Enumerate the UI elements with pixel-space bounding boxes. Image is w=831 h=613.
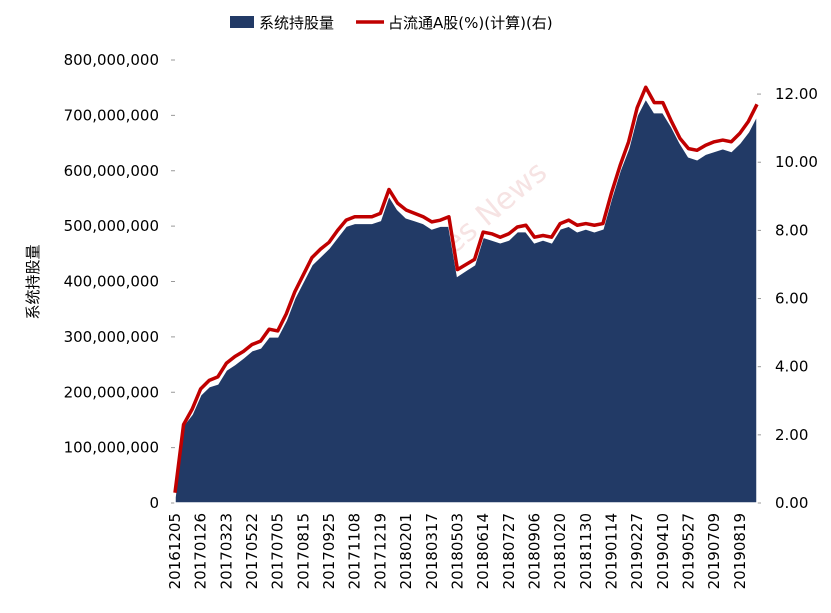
x-tick-label: 20171108 <box>346 513 364 589</box>
x-tick-label: 20181130 <box>577 513 595 589</box>
y-tick-label: 100,000,000 <box>64 439 159 457</box>
x-tick-label: 20170925 <box>320 513 338 589</box>
y-tick-label: 200,000,000 <box>64 383 159 401</box>
x-tick-label: 20170815 <box>294 513 312 589</box>
holdings-area <box>174 97 758 504</box>
y-tick-label: 300,000,000 <box>64 328 159 346</box>
x-tick-label: 20190819 <box>731 513 749 589</box>
y2-tick-label: 4.00 <box>775 358 808 376</box>
y2-tick-label: 2.00 <box>775 426 808 444</box>
x-tick-label: 20190114 <box>603 513 621 589</box>
y-tick-label: 0 <box>149 494 159 512</box>
x-tick-label: 20190410 <box>654 513 672 589</box>
x-tick-label: 20180614 <box>474 513 492 589</box>
x-tick-label: 20181020 <box>551 513 569 589</box>
y-tick-label: 600,000,000 <box>64 162 159 180</box>
y-tick-label: 500,000,000 <box>64 217 159 235</box>
y-tick-label: 800,000,000 <box>64 51 159 69</box>
x-tick-label: 20170705 <box>269 513 287 589</box>
y-tick-label: 400,000,000 <box>64 273 159 291</box>
y2-tick-label: 8.00 <box>775 221 808 239</box>
x-tick-label: 20180503 <box>448 513 466 589</box>
x-tick-label: 20180727 <box>500 513 518 589</box>
x-tick-label: 20190527 <box>680 513 698 589</box>
x-tick-label: 20190709 <box>705 513 723 589</box>
percent-line <box>173 85 759 493</box>
x-tick-label: 20171219 <box>371 513 389 589</box>
x-tick-label: 20161205 <box>166 513 184 589</box>
legend-swatch <box>230 16 254 28</box>
legend-label: 占流通A股(%)(计算)(右) <box>388 14 553 32</box>
legend-label: 系统持股量 <box>259 14 334 32</box>
y2-tick-label: 0.00 <box>775 494 808 512</box>
y-axis-label: 系统持股量 <box>24 244 42 319</box>
x-tick-label: 20170522 <box>243 513 261 589</box>
x-tick-label: 20170323 <box>217 513 235 589</box>
x-tick-label: 20180906 <box>525 513 543 589</box>
x-tick-label: 20180201 <box>397 513 415 589</box>
x-tick-label: 20170126 <box>192 513 210 589</box>
y2-tick-label: 10.00 <box>775 153 818 171</box>
y2-tick-label: 6.00 <box>775 290 808 308</box>
y-tick-label: 700,000,000 <box>64 106 159 124</box>
x-tick-label: 20180317 <box>423 513 441 589</box>
y2-tick-label: 12.00 <box>775 85 818 103</box>
x-tick-label: 20190227 <box>628 513 646 589</box>
